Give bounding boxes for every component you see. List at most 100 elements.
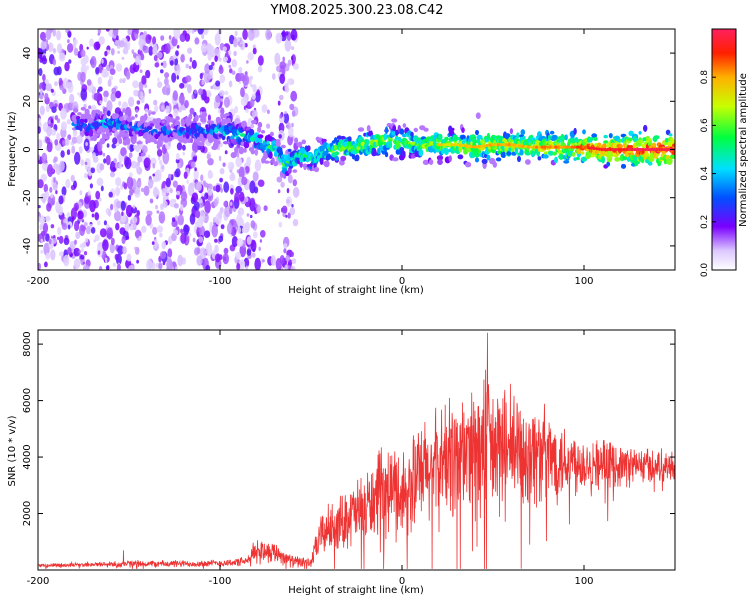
heatmap-cell [228, 64, 232, 69]
heatmap-cell [104, 50, 108, 57]
heatmap-cell [205, 265, 211, 270]
heatmap-cell [191, 192, 199, 203]
heatmap-cell [66, 149, 71, 156]
heatmap-cell [218, 254, 223, 261]
colorbar-label: Normalized spectral amplitude [738, 73, 749, 227]
heatmap-cell [60, 150, 65, 158]
heatmap-cell [236, 214, 243, 226]
heatmap-cell [226, 222, 233, 235]
heatmap-cell [273, 161, 279, 167]
heatmap-cell [251, 119, 257, 125]
heatmap-cell [241, 75, 247, 82]
heatmap-cell [207, 92, 212, 98]
y-tick-label: 8000 [22, 331, 33, 356]
heatmap-cell [437, 159, 443, 166]
heatmap-cell [154, 204, 159, 210]
heatmap-cell [516, 143, 520, 148]
heatmap-cell [290, 90, 298, 102]
heatmap-cell [258, 246, 262, 251]
heatmap-cell [43, 183, 48, 193]
heatmap-cell [413, 127, 419, 133]
heatmap-cell [44, 79, 49, 85]
heatmap-cell [73, 47, 79, 56]
heatmap-cell [56, 30, 62, 41]
heatmap-cell [116, 35, 119, 41]
heatmap-cell [671, 151, 675, 155]
heatmap-cell [237, 207, 245, 216]
heatmap-cell [67, 247, 72, 255]
heatmap-cell [666, 157, 673, 165]
heatmap-cell [177, 162, 181, 169]
heatmap-cell [58, 52, 66, 62]
heatmap-cell [126, 176, 134, 190]
heatmap-cell [71, 136, 78, 144]
heatmap-cell [114, 107, 121, 115]
heatmap-cell [99, 228, 107, 238]
heatmap-cell [486, 154, 491, 161]
heatmap-cell [108, 191, 113, 198]
heatmap-cell [173, 54, 177, 60]
heatmap-cell [174, 120, 181, 128]
heatmap-cell [210, 85, 214, 90]
heatmap-cell [61, 186, 67, 197]
heatmap-cell [161, 188, 167, 197]
heatmap-cell [182, 152, 185, 156]
heatmap-cell [445, 143, 449, 147]
heatmap-cell [457, 154, 464, 160]
heatmap-cell [540, 145, 544, 149]
heatmap-cell [558, 153, 564, 160]
heatmap-cell [384, 151, 389, 158]
heatmap-cell [131, 49, 135, 54]
heatmap-cell [158, 262, 163, 270]
heatmap-cell [246, 213, 250, 217]
heatmap-cell [287, 174, 293, 184]
heatmap-cell [225, 112, 230, 117]
heatmap-cell [53, 66, 60, 76]
heatmap-cell [99, 138, 106, 145]
heatmap-cell [54, 81, 58, 87]
heatmap-cell [59, 251, 64, 257]
heatmap-cell [38, 154, 41, 161]
heatmap-cell [248, 128, 255, 136]
heatmap-cell [211, 224, 218, 238]
heatmap-cell [110, 91, 117, 102]
heatmap-cell [542, 154, 549, 159]
heatmap-cell [73, 108, 79, 113]
heatmap-cell [192, 141, 199, 154]
heatmap-cell [106, 100, 113, 113]
heatmap-cell [640, 157, 645, 164]
heatmap-cell [58, 195, 64, 205]
heatmap-cell [159, 232, 163, 238]
heatmap-cell [334, 151, 340, 156]
heatmap-cell [118, 161, 122, 170]
heatmap-cell [223, 181, 230, 193]
heatmap-cell [638, 140, 645, 144]
heatmap-cell [443, 147, 449, 155]
heatmap-cell [222, 162, 226, 167]
heatmap-cell [67, 224, 71, 230]
heatmap-cell [218, 57, 222, 62]
heatmap-cell [165, 177, 171, 188]
heatmap-cell [247, 52, 254, 61]
heatmap-cell [240, 87, 245, 98]
heatmap-cell [436, 143, 440, 147]
heatmap-cell [347, 136, 352, 142]
heatmap-cell [290, 265, 296, 270]
heatmap-cell [250, 123, 255, 129]
heatmap-cell [80, 159, 85, 166]
heatmap-cell [175, 168, 181, 178]
heatmap-cell [655, 147, 659, 152]
heatmap-cell [473, 139, 478, 144]
heatmap-cell [144, 108, 149, 114]
heatmap-cell [112, 262, 116, 267]
heatmap-cell [90, 226, 96, 234]
heatmap-cell [220, 224, 225, 230]
heatmap-cell [188, 113, 193, 120]
heatmap-cell [283, 242, 288, 250]
heatmap-cell [219, 207, 224, 212]
heatmap-cell [177, 214, 184, 226]
heatmap-cell [186, 235, 190, 242]
heatmap-cell [90, 56, 97, 69]
heatmap-cell [101, 58, 104, 64]
heatmap-cell [105, 265, 110, 270]
